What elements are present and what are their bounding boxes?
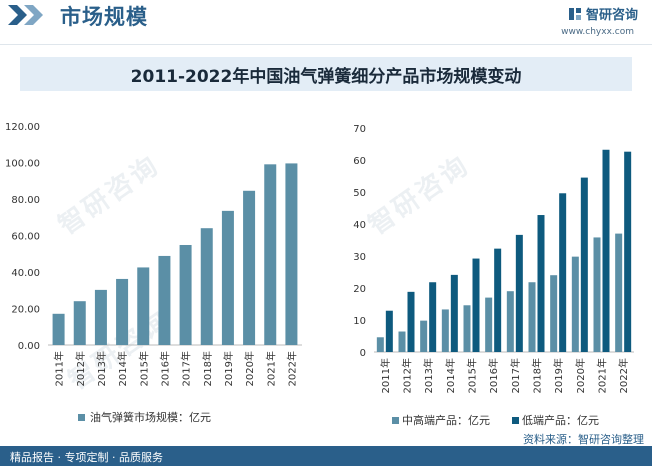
y-tick-label: 30 [353, 252, 366, 263]
x-tick-label: 2018年 [201, 351, 214, 386]
bar-high-end [615, 233, 623, 352]
bar-high-end [593, 237, 601, 352]
y-tick-label: 40.00 [11, 268, 40, 279]
bar-low-end [602, 149, 610, 352]
x-tick-label: 2021年 [596, 358, 609, 393]
x-tick-label: 2020年 [574, 358, 587, 393]
x-tick-label: 2011年 [53, 351, 66, 386]
bar-high-end [571, 256, 579, 352]
bar-market-size [200, 228, 213, 345]
x-tick-label: 2017年 [509, 358, 522, 393]
bar-high-end [463, 305, 471, 352]
bar-low-end [407, 291, 415, 352]
logo-name: 智研咨询 [585, 8, 638, 23]
page-header: 市场规模 智研咨询 www.chyxx.com [0, 0, 652, 44]
footer-bar: 精品报告 · 专项定制 · 品质服务 [0, 446, 652, 466]
bar-market-size [158, 255, 171, 345]
logo-mark-icon [568, 7, 581, 20]
y-tick-label: 120.00 [5, 122, 40, 133]
bar-high-end [506, 291, 514, 352]
bar-market-size [221, 210, 234, 345]
x-tick-label: 2021年 [264, 351, 277, 386]
header-divider [0, 44, 652, 45]
bar-market-size [94, 289, 107, 345]
bar-low-end [537, 215, 545, 352]
bar-low-end [515, 234, 523, 352]
chevron-right-icon [8, 5, 43, 25]
y-tick-label: 20 [353, 284, 366, 295]
bar-market-size [179, 244, 192, 345]
source-note: 资料来源：智研咨询整理 [523, 433, 644, 446]
legend-label: 油气弹簧市场规模：亿元 [90, 410, 211, 424]
bar-low-end [472, 258, 480, 352]
y-tick-label: 60.00 [11, 232, 40, 243]
bar-market-size [116, 278, 129, 345]
bar-market-size [137, 267, 150, 345]
x-tick-label: 2012年 [401, 358, 414, 393]
legend-label: 低端产品：亿元 [522, 413, 599, 427]
bar-high-end [550, 275, 558, 352]
bar-low-end [429, 282, 437, 352]
bar-high-end [485, 297, 493, 352]
bar-high-end [376, 337, 384, 352]
bar-low-end [385, 310, 393, 352]
x-tick-label: 2013年 [422, 358, 435, 393]
bar-low-end [494, 248, 502, 352]
legend-swatch [512, 417, 519, 424]
x-tick-label: 2017年 [180, 351, 193, 386]
x-tick-label: 2014年 [444, 358, 457, 393]
bar-high-end [528, 282, 536, 352]
bar-market-size [264, 164, 277, 345]
bar-high-end [441, 309, 449, 352]
x-tick-label: 2016年 [487, 358, 500, 393]
bar-low-end [450, 274, 458, 352]
page-title: 市场规模 [60, 5, 148, 29]
brand-logo: 智研咨询 [568, 4, 638, 23]
logo-url: www.chyxx.com [561, 27, 634, 37]
y-tick-label: 0.00 [18, 341, 40, 352]
bar-market-size [52, 313, 65, 345]
y-tick-label: 50 [353, 188, 366, 199]
bar-low-end [580, 177, 588, 352]
y-tick-label: 60 [353, 156, 366, 167]
legend-label: 中高端产品：亿元 [402, 413, 490, 427]
x-tick-label: 2012年 [74, 351, 87, 386]
x-tick-label: 2022年 [285, 351, 298, 386]
bar-high-end [398, 331, 406, 352]
bar-market-size [285, 163, 298, 345]
x-tick-label: 2019年 [222, 351, 235, 386]
x-tick-label: 2018年 [531, 358, 544, 393]
bar-low-end [559, 193, 567, 352]
footer-slogan: 精品报告 · 专项定制 · 品质服务 [10, 451, 163, 464]
x-tick-label: 2020年 [243, 351, 256, 386]
x-tick-label: 2015年 [466, 358, 479, 393]
x-tick-label: 2015年 [137, 351, 150, 386]
y-tick-label: 20.00 [11, 305, 40, 316]
y-tick-label: 40 [353, 220, 366, 231]
x-tick-label: 2013年 [95, 351, 108, 386]
x-tick-label: 2011年 [379, 358, 392, 393]
x-tick-label: 2019年 [552, 358, 565, 393]
y-tick-label: 70 [353, 124, 366, 135]
bar-market-size [73, 301, 86, 345]
y-tick-label: 80.00 [11, 195, 40, 206]
bar-high-end [420, 320, 428, 352]
x-tick-label: 2016年 [158, 351, 171, 386]
y-tick-label: 0 [360, 348, 366, 359]
x-tick-label: 2014年 [116, 351, 129, 386]
legend-swatch [78, 414, 85, 421]
chart-title-box: 2011-2022年中国油气弹簧细分产品市场规模变动 [20, 57, 632, 91]
y-tick-label: 100.00 [5, 159, 40, 170]
bar-low-end [624, 151, 632, 352]
y-tick-label: 10 [353, 316, 366, 327]
chart-title: 2011-2022年中国油气弹簧细分产品市场规模变动 [130, 67, 522, 87]
legend-swatch [392, 417, 399, 424]
bar-market-size [243, 190, 256, 345]
x-tick-label: 2022年 [617, 358, 630, 393]
